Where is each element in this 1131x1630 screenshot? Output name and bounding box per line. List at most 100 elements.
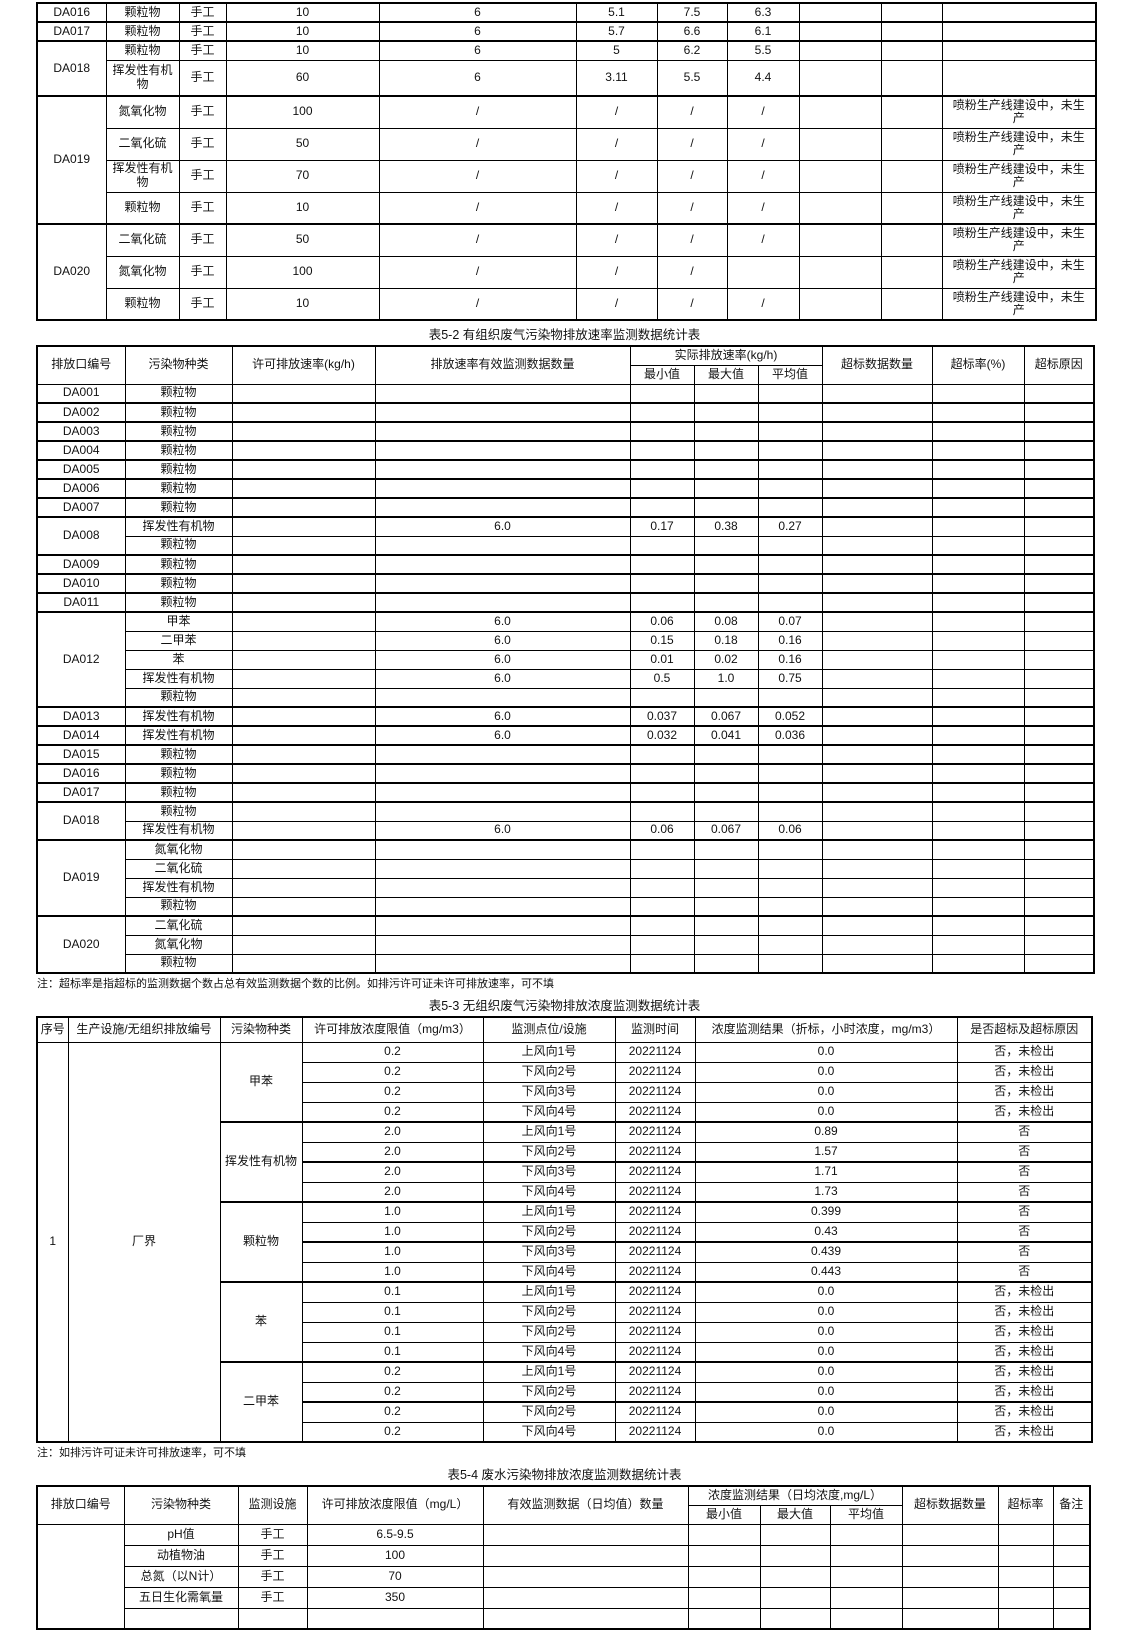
table-cell (1052, 1523, 1091, 1546)
table-cell: 喷粉生产线建设中，未生产 (941, 95, 1097, 129)
header-cell: 许可排放浓度限值（mg/L） (306, 1485, 484, 1525)
table-row: 挥发性有机物 2.0 上风向1号 20221124 0.89 否 (37, 1121, 1093, 1203)
table-cell: 0.041 (693, 725, 759, 746)
table-cell (693, 554, 759, 575)
table-cell (880, 95, 943, 129)
table-cell: 350 (306, 1586, 484, 1609)
table-cell (759, 1544, 831, 1567)
table-cell (374, 402, 631, 423)
table-cell (629, 877, 695, 898)
table-cell (1023, 497, 1095, 518)
table-cell (629, 421, 695, 442)
table-cell: 下风向4号 (482, 1101, 616, 1123)
table-cell (374, 782, 631, 803)
table-cell (374, 896, 631, 917)
table-cell: 6.0 (374, 706, 631, 727)
table-cell: 下风向3号 (482, 1241, 616, 1263)
table-cell (757, 858, 823, 879)
table-cell (931, 611, 1025, 632)
table-cell (693, 383, 759, 404)
table-cell (880, 127, 943, 161)
table-cell (798, 59, 882, 97)
header-cell: 许可排放速率(kg/h) (231, 345, 376, 385)
table-cell: 颗粒物 (124, 554, 233, 575)
table-row: DA012 甲苯 6.0 0.06 0.08 0.07 (36, 611, 1095, 708)
table-cell (1023, 763, 1095, 784)
table-cell: 下风向4号 (482, 1421, 616, 1443)
table-row: 1.0 下风向3号 20221124 0.439 否 (37, 1241, 1093, 1263)
table-cell (880, 287, 943, 321)
table-cell (798, 127, 882, 161)
table-cell (798, 40, 882, 61)
table-cell: 6.6 (656, 21, 728, 42)
table-cell: / (656, 127, 728, 161)
table-cell (629, 554, 695, 575)
table-row: DA018 颗粒物 手工 10 6 5 6.2 5.5 (36, 40, 1097, 97)
table-cell: 颗粒物 (124, 421, 233, 442)
table-cell: 20221124 (614, 1201, 696, 1223)
table-cell: 挥发性有机物 (124, 820, 233, 841)
table-cell: 颗粒物 (124, 592, 233, 613)
table-cell (629, 478, 695, 499)
table-cell: DA009 (36, 554, 126, 575)
table-cell: 下风向2号 (482, 1321, 616, 1343)
table-cell (1023, 915, 1095, 936)
table-cell: 0.0 (694, 1381, 958, 1403)
header-cell: 排放口编号 (36, 1485, 125, 1525)
table-cell (821, 858, 933, 879)
table-cell: 否，未检出 (956, 1401, 1093, 1423)
table-cell: 挥发性有机物 (124, 725, 233, 746)
table-cell: 喷粉生产线建设中，未生产 (941, 159, 1097, 193)
table-cell: DA012 (36, 611, 126, 708)
table-cell (629, 592, 695, 613)
header-cell: 是否超标及超标原因 (956, 1016, 1093, 1043)
table-cell: 手工 (178, 95, 227, 129)
table-cell: 1.71 (694, 1161, 958, 1183)
table-row: DA016 颗粒物 手工 10 6 5.1 7.5 6.3 (36, 2, 1097, 23)
table-row: DA010 颗粒物 (36, 573, 1095, 594)
table-cell: 6.3 (726, 2, 800, 23)
table-cell (1052, 1586, 1091, 1609)
table-cell: 1.73 (694, 1181, 958, 1203)
table-cell: 0.2 (301, 1361, 484, 1383)
table-cell (629, 535, 695, 556)
table-cell (629, 839, 695, 860)
header-cell: 生产设施/无组织排放编号 (67, 1016, 221, 1043)
table-cell (231, 839, 376, 860)
table-row: 挥发性有机物 手工 60 6 3.11 5.5 4.4 (37, 59, 1097, 97)
table-row (37, 1607, 1091, 1630)
table-cell (798, 2, 882, 23)
table-row: 颗粒物 1.0 上风向1号 20221124 0.399 否 (37, 1201, 1093, 1283)
table-cell (693, 421, 759, 442)
header-cell: 排放速率有效监测数据数量 (374, 345, 631, 385)
table-cell (757, 934, 823, 955)
header-row: 最小值 最大值 平均值 (37, 1504, 1090, 1525)
table-cell (1023, 630, 1095, 651)
table-cell (880, 159, 943, 193)
table-cell: 颗粒物 (124, 383, 233, 404)
table-cell: DA013 (36, 706, 126, 727)
table-cell: 下风向2号 (482, 1301, 616, 1323)
table-cell (123, 1607, 239, 1630)
table-cell: 5.7 (575, 21, 658, 42)
table-cell: 0.06 (629, 820, 695, 841)
table-cell (693, 839, 759, 860)
table-cell (880, 223, 943, 257)
table-cell (931, 896, 1025, 917)
table-cell (1023, 934, 1095, 955)
table-cell (829, 1565, 903, 1588)
table-cell (997, 1565, 1054, 1588)
header-cell: 最大值 (759, 1504, 831, 1525)
table-cell (757, 744, 823, 765)
table-cell: / (378, 159, 577, 193)
table-row: DA013 挥发性有机物 6.0 0.037 0.067 0.052 (36, 706, 1095, 727)
table-row: DA015 颗粒物 (36, 744, 1095, 765)
table-cell (374, 497, 631, 518)
table-cell (687, 1523, 761, 1546)
table-cell (941, 40, 1097, 61)
table-cell: 颗粒物 (124, 687, 233, 708)
table-cell (374, 687, 631, 708)
table-cell (821, 611, 933, 632)
table-cell (931, 440, 1025, 461)
table-cell: 0.2 (301, 1401, 484, 1423)
